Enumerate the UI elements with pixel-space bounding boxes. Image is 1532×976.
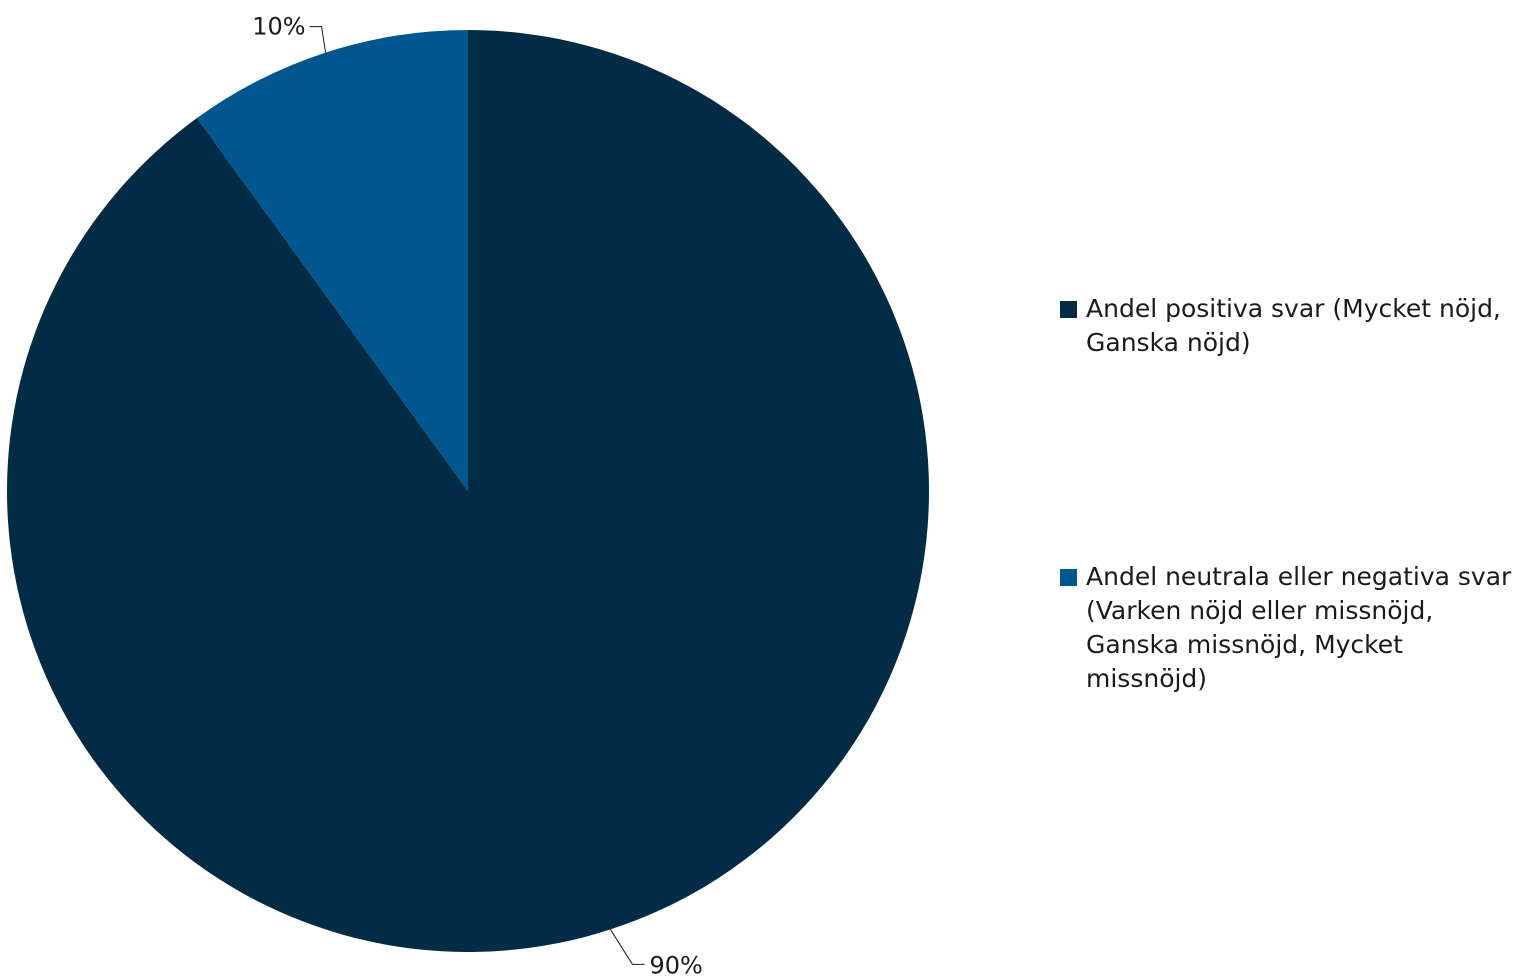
legend-label-positive: Andel positiva svar (Mycket nöjd, Ganska… xyxy=(1086,294,1501,357)
data-label-positive-leader-line xyxy=(610,929,645,965)
legend-label-neutral-negative: Andel neutrala eller negativa svar (Vark… xyxy=(1086,562,1512,693)
legend-item-neutral-negative: Andel neutrala eller negativa svar (Vark… xyxy=(1060,560,1526,696)
legend-swatch-positive xyxy=(1060,301,1077,318)
pie-slice-positive xyxy=(6,30,930,953)
legend-swatch-neutral-negative xyxy=(1060,569,1077,586)
pie-chart-plot: 90% 10% xyxy=(6,13,930,976)
data-label-neutral-negative-leader-line xyxy=(309,26,327,53)
data-label-positive: 90% xyxy=(649,951,702,976)
pie-slice-neutral-negative xyxy=(197,30,468,491)
data-label-neutral-negative: 10% xyxy=(252,13,305,41)
legend-item-positive: Andel positiva svar (Mycket nöjd, Ganska… xyxy=(1060,292,1526,360)
